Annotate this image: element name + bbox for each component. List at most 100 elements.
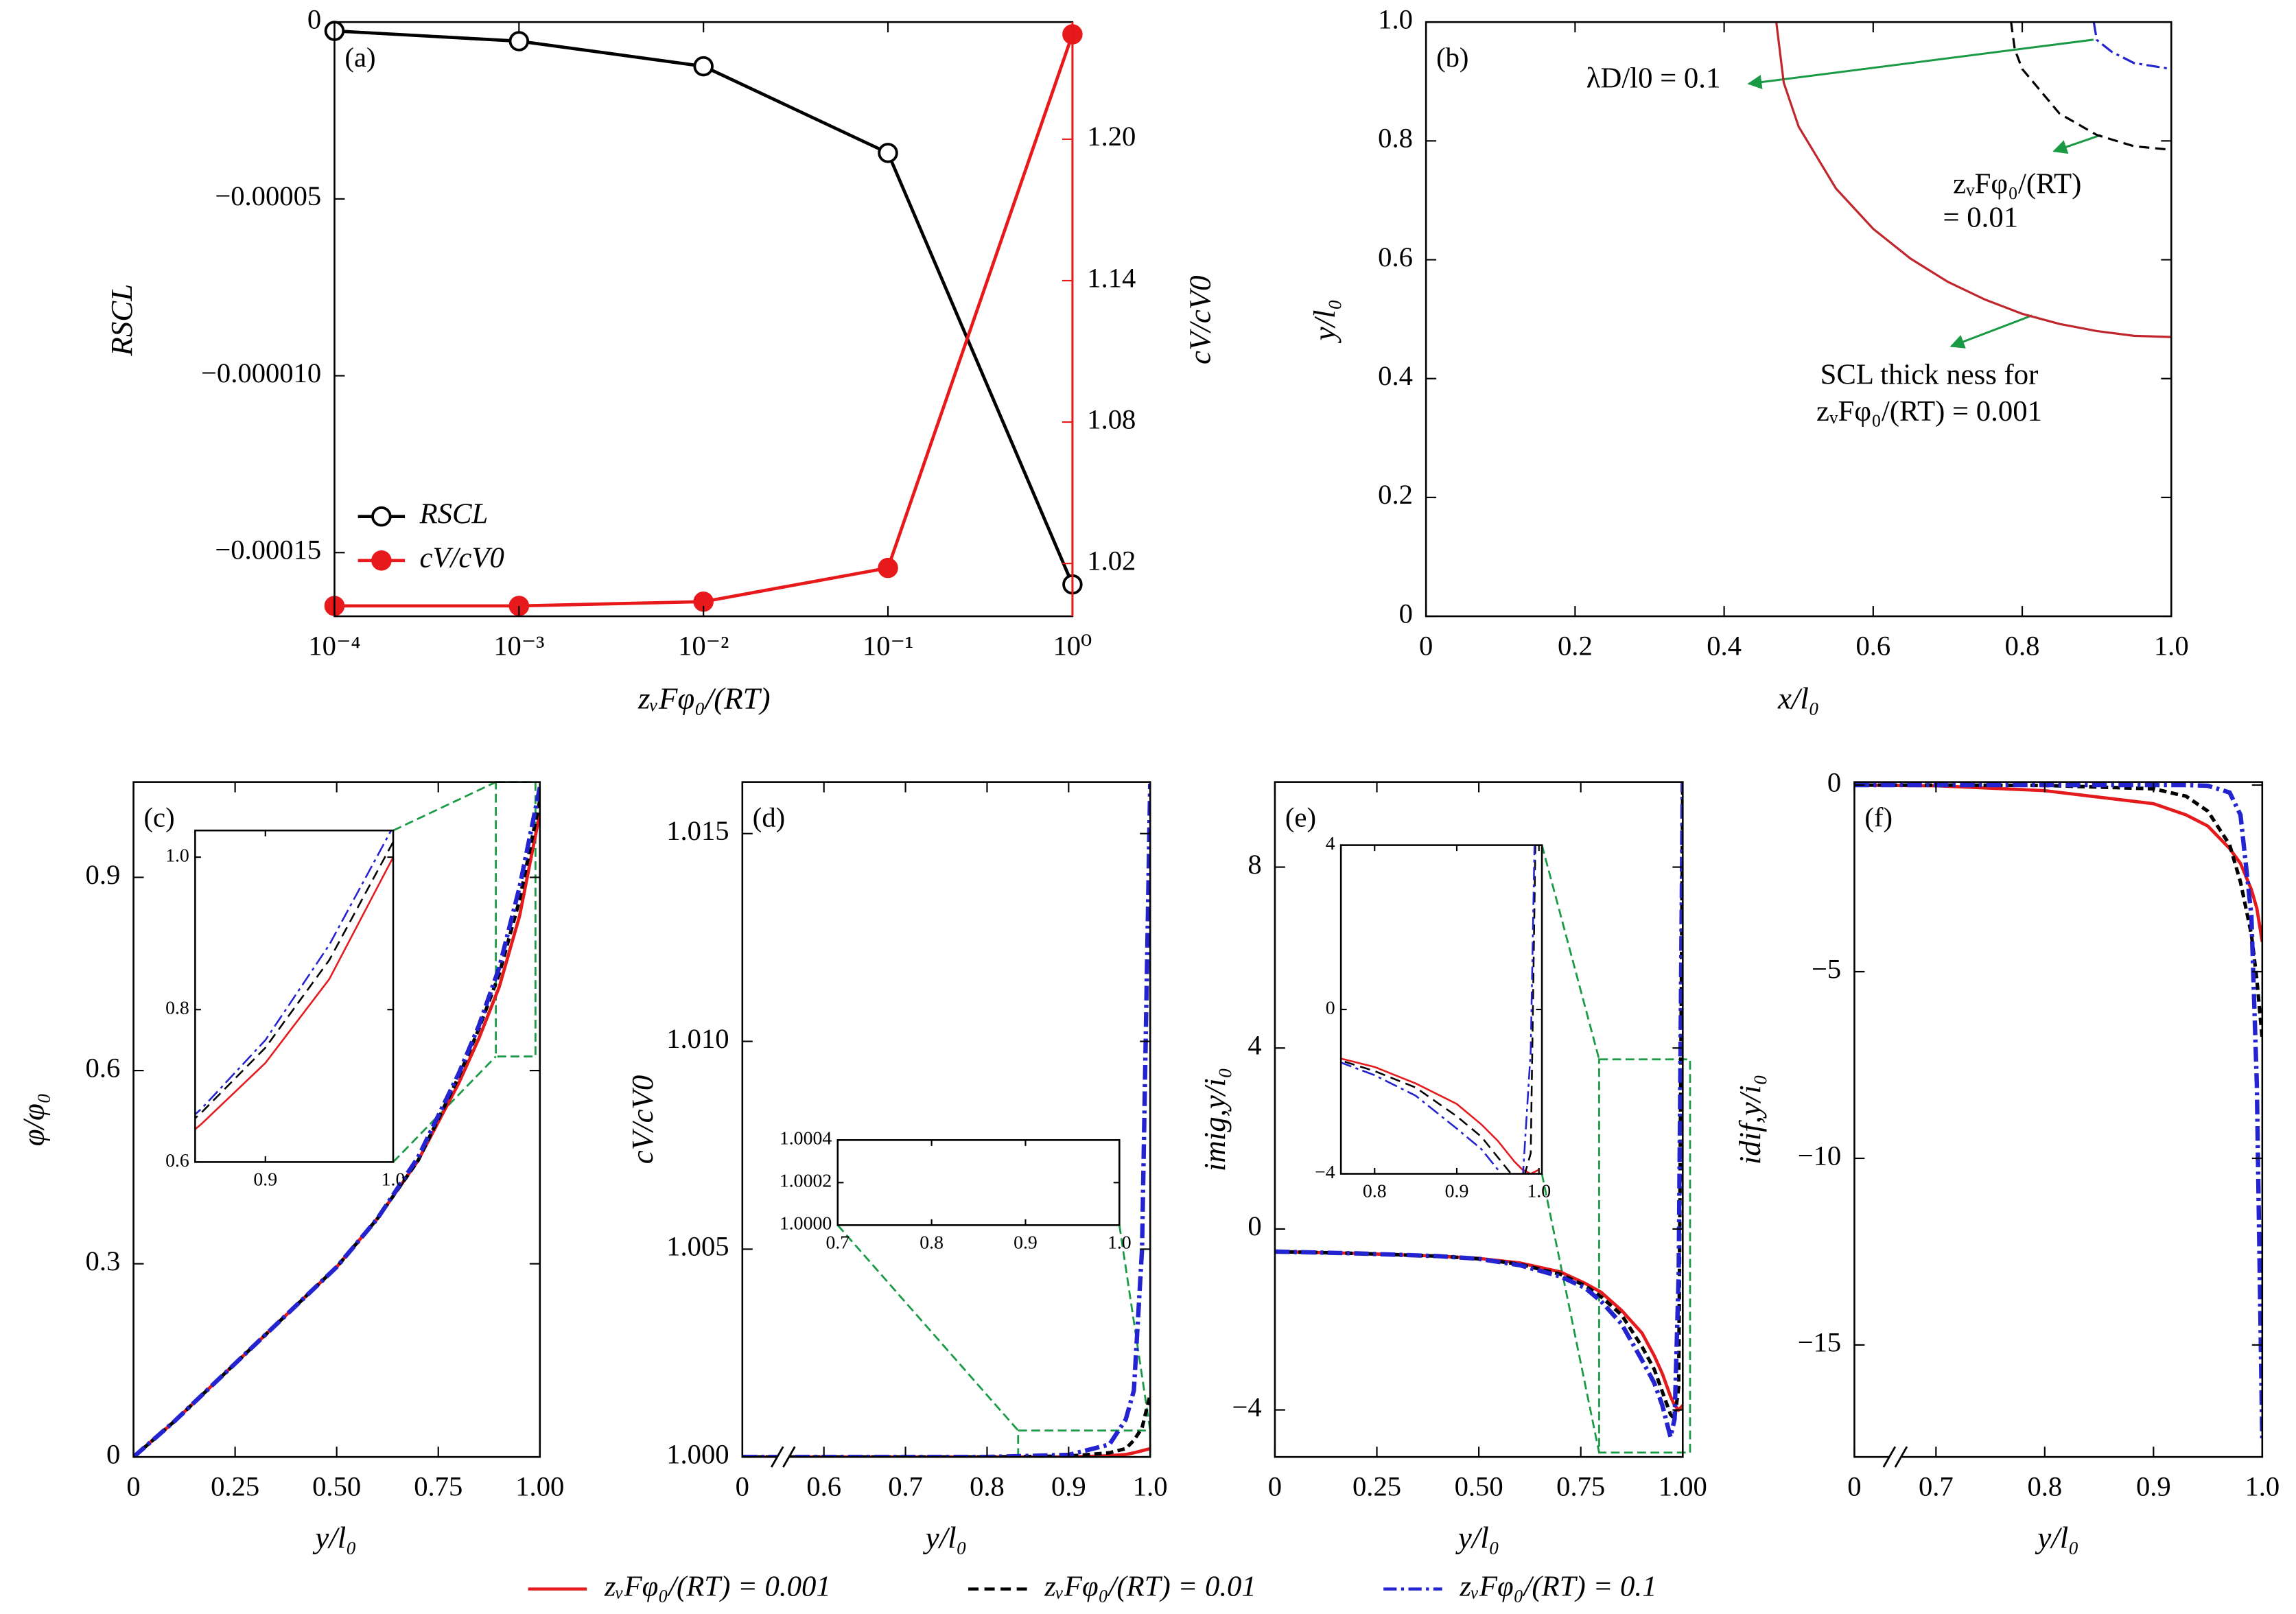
- series-line: [1775, 22, 2172, 338]
- series-line: [1274, 785, 1683, 1423]
- x-tick-label: 0.8: [919, 1232, 944, 1254]
- x-tick-label: 10⁻²: [678, 630, 729, 661]
- x-tick-label: 0.75: [1556, 1471, 1605, 1502]
- axis-break: [1882, 1446, 1897, 1468]
- y2-tick-label: 1.08: [1087, 404, 1136, 434]
- y-tick-label: −5: [1812, 953, 1841, 984]
- panel-label: (a): [344, 42, 375, 73]
- x-tick-label: 0.75: [414, 1471, 462, 1502]
- panel-label: (e): [1285, 802, 1316, 833]
- x-tick-label: 0.6: [1855, 630, 1890, 661]
- y-tick-label: 0.8: [165, 998, 189, 1019]
- x-tick-label: 0.8: [2005, 630, 2040, 661]
- x-tick-label: 0.9: [253, 1169, 277, 1191]
- axis-break: [1894, 1446, 1908, 1468]
- y-tick-label: −4: [1232, 1392, 1261, 1423]
- panel: 0 0.2 0.4 0.6 0.8 1.0 0 0.2 0.4 0.6 0.8 1.0: [1378, 3, 2189, 661]
- y-tick-label: 1.0002: [780, 1171, 832, 1192]
- annotation: λD/l0 = 0.1: [1586, 62, 1721, 94]
- y-tick-label: 1.010: [666, 1023, 729, 1054]
- legend-label: zᵥFφ₀/(RT) = 0.001: [604, 1570, 831, 1602]
- legend-label: zᵥFφ₀/(RT) = 0.01: [1044, 1570, 1256, 1602]
- y-axis-label: idif,y/i₀: [1733, 1075, 1767, 1165]
- y-tick-label: −0.00015: [215, 535, 321, 565]
- series-line: [742, 784, 1151, 1458]
- inset: 0.9 1.0 0.6 0.8 1.0: [165, 829, 405, 1191]
- zoom-line: [1541, 1173, 1600, 1453]
- y-tick-label: −0.000010: [201, 358, 321, 388]
- x-tick-label: 0.7: [825, 1232, 850, 1254]
- x-tick-label: 1.0: [2245, 1471, 2280, 1502]
- zoom-line: [393, 781, 497, 832]
- x-tick-label: 1.0: [2154, 630, 2189, 661]
- y-tick-label: 0.3: [86, 1245, 121, 1276]
- y-tick-label: 0.8: [1378, 123, 1413, 154]
- x-tick-label: 0.8: [970, 1471, 1005, 1502]
- x-axis-label: y/l₀: [923, 1520, 967, 1554]
- series-line: [1854, 783, 2262, 942]
- axis-break-gap: [777, 1452, 789, 1462]
- y-tick-label: 0.6: [86, 1052, 121, 1083]
- panel: 0 0.6 0.7 0.8 0.9 1.0 1.000 1.005 1.010 1.015: [666, 781, 1168, 1502]
- x-axis-label: y/l₀: [1455, 1520, 1499, 1554]
- y-tick-label: 1.015: [666, 815, 729, 846]
- zoom-line: [1541, 845, 1600, 1060]
- axis-break: [770, 1446, 784, 1468]
- y-tick-label: 8: [1247, 849, 1261, 880]
- x-tick-label: 0.9: [1445, 1181, 1469, 1202]
- series-line: [1341, 1057, 1540, 1174]
- x-tick-label: 0: [1268, 1471, 1282, 1502]
- x-tick-label: 1.0: [1108, 1232, 1132, 1254]
- x-tick-label: 10⁻⁴: [308, 630, 360, 661]
- x-tick-label: 0: [1847, 1471, 1861, 1502]
- arrow: [2052, 134, 2102, 154]
- y-tick-label: 1.0004: [780, 1128, 832, 1149]
- zoom-line: [836, 1224, 1019, 1431]
- x-tick-label: 1.0: [1133, 1471, 1168, 1502]
- series-line: [1274, 782, 1683, 1438]
- series-group: [1274, 782, 1683, 1438]
- data-point: [693, 56, 714, 77]
- plot-frame: [1425, 21, 2172, 618]
- y-tick-label: 0: [1827, 767, 1841, 797]
- panel-label: (f): [1864, 802, 1893, 833]
- y-tick-label: 1.0: [1378, 3, 1413, 34]
- y-axis-label: imig,y/i₀: [1197, 1068, 1232, 1171]
- axis-break: [782, 1446, 796, 1468]
- x-tick-label: 0.7: [1919, 1471, 1954, 1502]
- y2-axis-label: cV/cV0: [1182, 275, 1217, 364]
- x-tick-label: 0.25: [211, 1471, 259, 1502]
- series-line: [195, 841, 393, 1120]
- x-tick-label: 0.6: [806, 1471, 841, 1502]
- y-axis-label: cV/cV0: [625, 1075, 659, 1165]
- inset-background: [837, 1140, 1120, 1226]
- y-axis-label: y/l₀: [1307, 299, 1342, 343]
- x-tick-label: 0: [1419, 630, 1433, 661]
- series-line: [2010, 22, 2172, 151]
- x-tick-label: 0.25: [1352, 1471, 1401, 1502]
- inset-background: [1341, 845, 1543, 1174]
- series-group: [1341, 845, 1540, 1174]
- y-tick-label: 4: [1247, 1030, 1261, 1061]
- zoom-line: [1118, 1225, 1151, 1431]
- inset: 0.8 0.9 1.0 −4 0 4: [1315, 833, 1551, 1202]
- x-tick-label: 0.8: [1363, 1181, 1387, 1202]
- series-line: [1341, 845, 1536, 1174]
- y-tick-label: −4: [1315, 1162, 1335, 1183]
- y-tick-label: −15: [1798, 1326, 1842, 1357]
- x-tick-label: 0.50: [1455, 1471, 1503, 1502]
- x-tick-label: 0.7: [888, 1471, 923, 1502]
- legend-marker: [371, 506, 392, 527]
- y-tick-label: 0: [1247, 1210, 1261, 1241]
- x-axis-label: x/l₀: [1777, 681, 1819, 715]
- series-line: [2092, 22, 2172, 71]
- x-tick-label: 1.00: [1659, 1471, 1707, 1502]
- plot-frame: [194, 829, 395, 1163]
- legend-label: zᵥFφ₀/(RT) = 0.1: [1459, 1570, 1656, 1602]
- x-tick-label: 0.50: [312, 1471, 361, 1502]
- y-tick-label: 0.9: [86, 859, 121, 890]
- y-tick-label: 0.2: [1378, 479, 1413, 510]
- inset: 0.7 0.8 0.9 1.0 1.0000 1.0002 1.0004: [780, 1128, 1132, 1254]
- x-tick-label: 1.00: [515, 1471, 564, 1502]
